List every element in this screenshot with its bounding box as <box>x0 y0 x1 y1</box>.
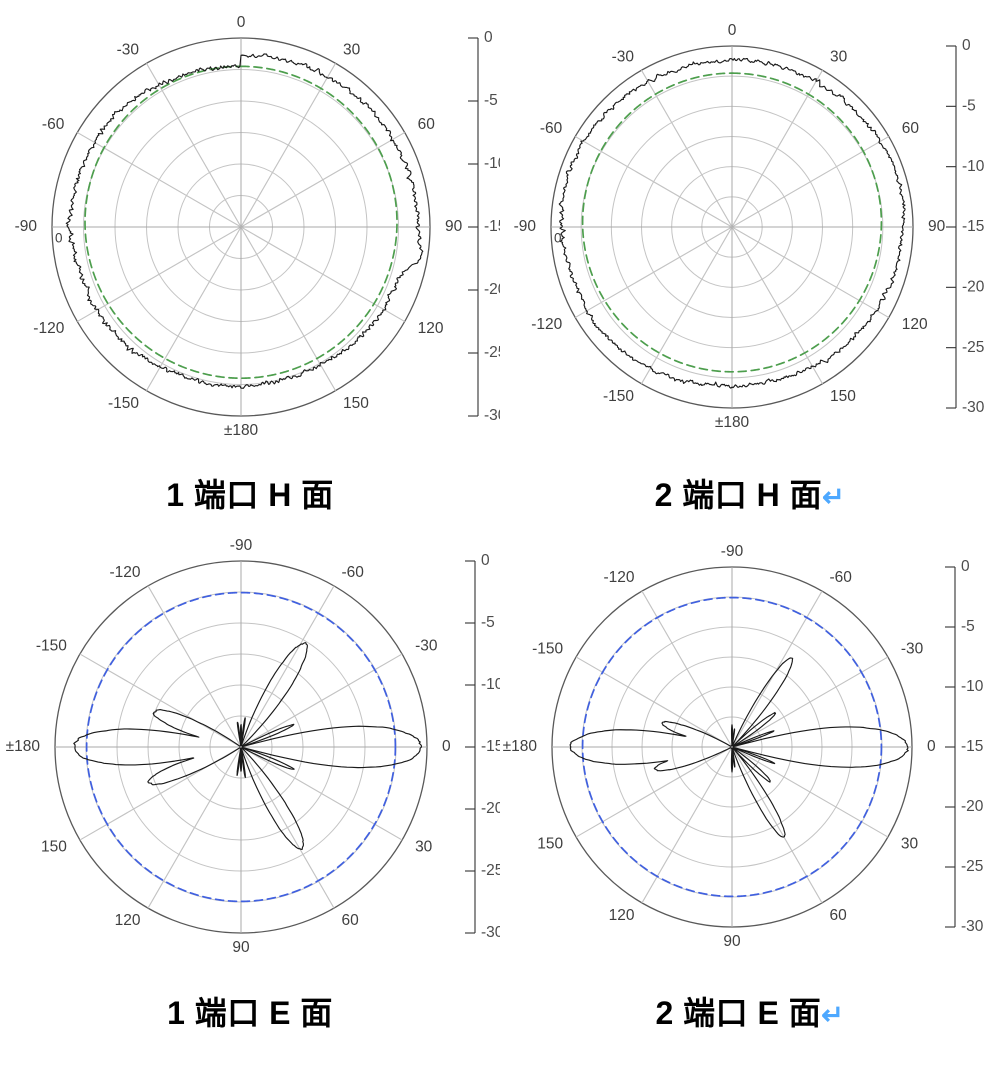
svg-text:-120: -120 <box>531 316 562 333</box>
svg-text:-30: -30 <box>117 41 140 58</box>
svg-text:-25: -25 <box>481 862 500 879</box>
svg-text:-90: -90 <box>230 537 253 554</box>
svg-text:±180: ±180 <box>224 422 259 439</box>
svg-text:0: 0 <box>55 231 63 246</box>
svg-text:-25: -25 <box>484 344 500 361</box>
svg-text:±180: ±180 <box>503 738 538 755</box>
svg-text:-5: -5 <box>484 92 498 109</box>
svg-text:-25: -25 <box>962 339 984 356</box>
svg-text:60: 60 <box>902 120 920 137</box>
svg-text:150: 150 <box>830 388 856 405</box>
svg-text:90: 90 <box>232 939 250 956</box>
svg-text:-90: -90 <box>721 543 744 560</box>
svg-text:-15: -15 <box>484 218 500 235</box>
svg-text:90: 90 <box>928 218 946 235</box>
svg-text:0: 0 <box>237 14 246 31</box>
svg-text:0: 0 <box>484 29 493 46</box>
svg-text:0: 0 <box>962 37 971 54</box>
svg-text:0: 0 <box>442 738 451 755</box>
svg-text:150: 150 <box>41 839 67 856</box>
svg-text:-30: -30 <box>484 407 500 424</box>
svg-text:-25: -25 <box>961 858 983 875</box>
svg-text:60: 60 <box>418 116 436 133</box>
svg-text:-20: -20 <box>961 798 984 815</box>
svg-text:±180: ±180 <box>6 738 41 755</box>
svg-text:90: 90 <box>723 933 741 950</box>
svg-text:-150: -150 <box>532 641 563 658</box>
svg-text:120: 120 <box>902 316 928 333</box>
svg-text:30: 30 <box>901 836 919 853</box>
svg-text:30: 30 <box>343 41 361 58</box>
svg-text:60: 60 <box>830 907 848 924</box>
svg-text:±180: ±180 <box>715 414 750 431</box>
svg-text:-20: -20 <box>481 800 500 817</box>
svg-text:-90: -90 <box>514 218 537 235</box>
svg-text:-30: -30 <box>962 399 985 416</box>
svg-text:120: 120 <box>418 320 444 337</box>
svg-text:120: 120 <box>115 912 141 929</box>
svg-text:60: 60 <box>342 912 360 929</box>
svg-text:-5: -5 <box>962 97 976 114</box>
svg-text:150: 150 <box>537 836 563 853</box>
svg-text:-20: -20 <box>484 281 500 298</box>
svg-text:0: 0 <box>481 552 490 569</box>
svg-text:-150: -150 <box>36 638 67 655</box>
svg-text:-150: -150 <box>603 388 634 405</box>
svg-text:-10: -10 <box>481 676 500 693</box>
svg-text:0: 0 <box>728 22 737 39</box>
svg-text:-5: -5 <box>481 614 495 631</box>
svg-text:-5: -5 <box>961 618 975 635</box>
svg-text:-60: -60 <box>830 569 853 586</box>
svg-text:-30: -30 <box>961 918 984 935</box>
svg-text:0: 0 <box>961 558 970 575</box>
svg-text:-15: -15 <box>962 218 984 235</box>
svg-text:90: 90 <box>445 218 463 235</box>
svg-text:-30: -30 <box>901 641 924 658</box>
svg-text:-20: -20 <box>962 278 985 295</box>
svg-text:-10: -10 <box>962 158 985 175</box>
svg-text:0: 0 <box>927 738 936 755</box>
svg-text:-150: -150 <box>108 395 139 412</box>
svg-text:120: 120 <box>609 907 635 924</box>
svg-text:-15: -15 <box>961 738 983 755</box>
svg-text:-10: -10 <box>484 155 500 172</box>
svg-text:30: 30 <box>830 48 848 65</box>
svg-text:-10: -10 <box>961 678 984 695</box>
svg-text:-120: -120 <box>109 564 140 581</box>
svg-text:-90: -90 <box>15 218 38 235</box>
svg-text:150: 150 <box>343 395 369 412</box>
svg-text:-60: -60 <box>342 564 365 581</box>
svg-text:-120: -120 <box>603 569 634 586</box>
svg-text:-60: -60 <box>42 116 65 133</box>
svg-text:0: 0 <box>554 231 562 246</box>
svg-text:-30: -30 <box>415 638 438 655</box>
svg-text:-120: -120 <box>33 320 64 337</box>
svg-text:-60: -60 <box>540 120 563 137</box>
svg-text:-30: -30 <box>481 924 500 941</box>
svg-text:-30: -30 <box>612 48 635 65</box>
svg-text:30: 30 <box>415 839 433 856</box>
svg-text:-15: -15 <box>481 738 500 755</box>
